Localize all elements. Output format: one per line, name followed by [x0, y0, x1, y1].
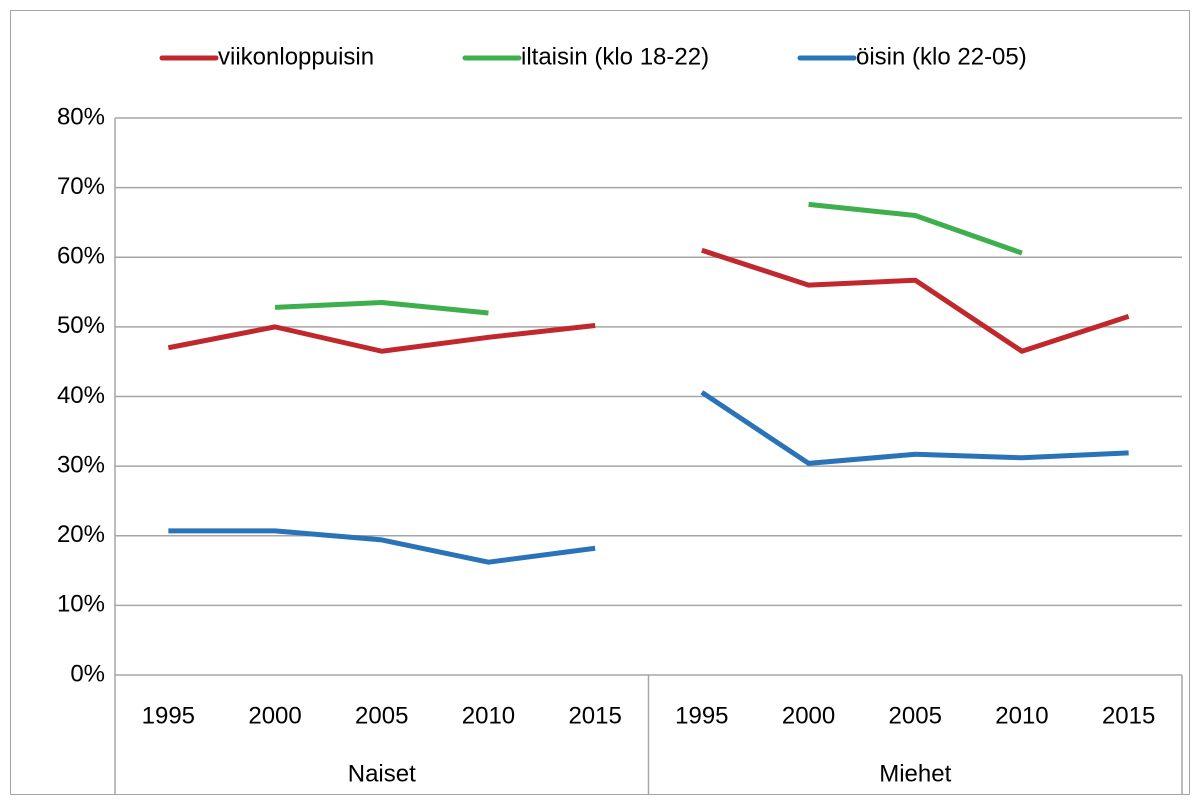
legend-label: iltaisin (klo 18-22) — [521, 43, 709, 70]
group-label: Naiset — [348, 760, 416, 787]
x-tick-label: 2010 — [995, 702, 1048, 729]
y-tick-label: 0% — [70, 660, 105, 687]
series-line — [168, 528, 596, 565]
series-line — [701, 247, 1130, 354]
series-line — [167, 322, 596, 354]
x-tick-label: 2015 — [1102, 702, 1155, 729]
series-line — [808, 201, 1023, 256]
x-tick-label: 2000 — [782, 702, 835, 729]
x-tick-label: 1995 — [142, 702, 195, 729]
y-tick-label: 80% — [57, 103, 105, 130]
x-tick-label: 2005 — [889, 702, 942, 729]
y-tick-label: 20% — [57, 521, 105, 548]
y-tick-label: 30% — [57, 451, 105, 478]
group-label: Miehet — [879, 760, 951, 787]
legend-label: viikonloppuisin — [218, 43, 374, 70]
y-tick-label: 70% — [57, 173, 105, 200]
y-tick-label: 40% — [57, 382, 105, 409]
y-tick-label: 10% — [57, 591, 105, 618]
legend-label: öisin (klo 22-05) — [856, 43, 1027, 70]
series-line — [700, 390, 1129, 466]
y-tick-label: 60% — [57, 243, 105, 270]
x-tick-label: 2010 — [462, 702, 515, 729]
x-tick-label: 1995 — [675, 702, 728, 729]
x-tick-label: 2015 — [568, 702, 621, 729]
x-tick-label: 2005 — [355, 702, 408, 729]
y-tick-label: 50% — [57, 312, 105, 339]
x-tick-label: 2000 — [248, 702, 301, 729]
chart-frame — [10, 10, 1190, 795]
series-line — [274, 300, 489, 316]
